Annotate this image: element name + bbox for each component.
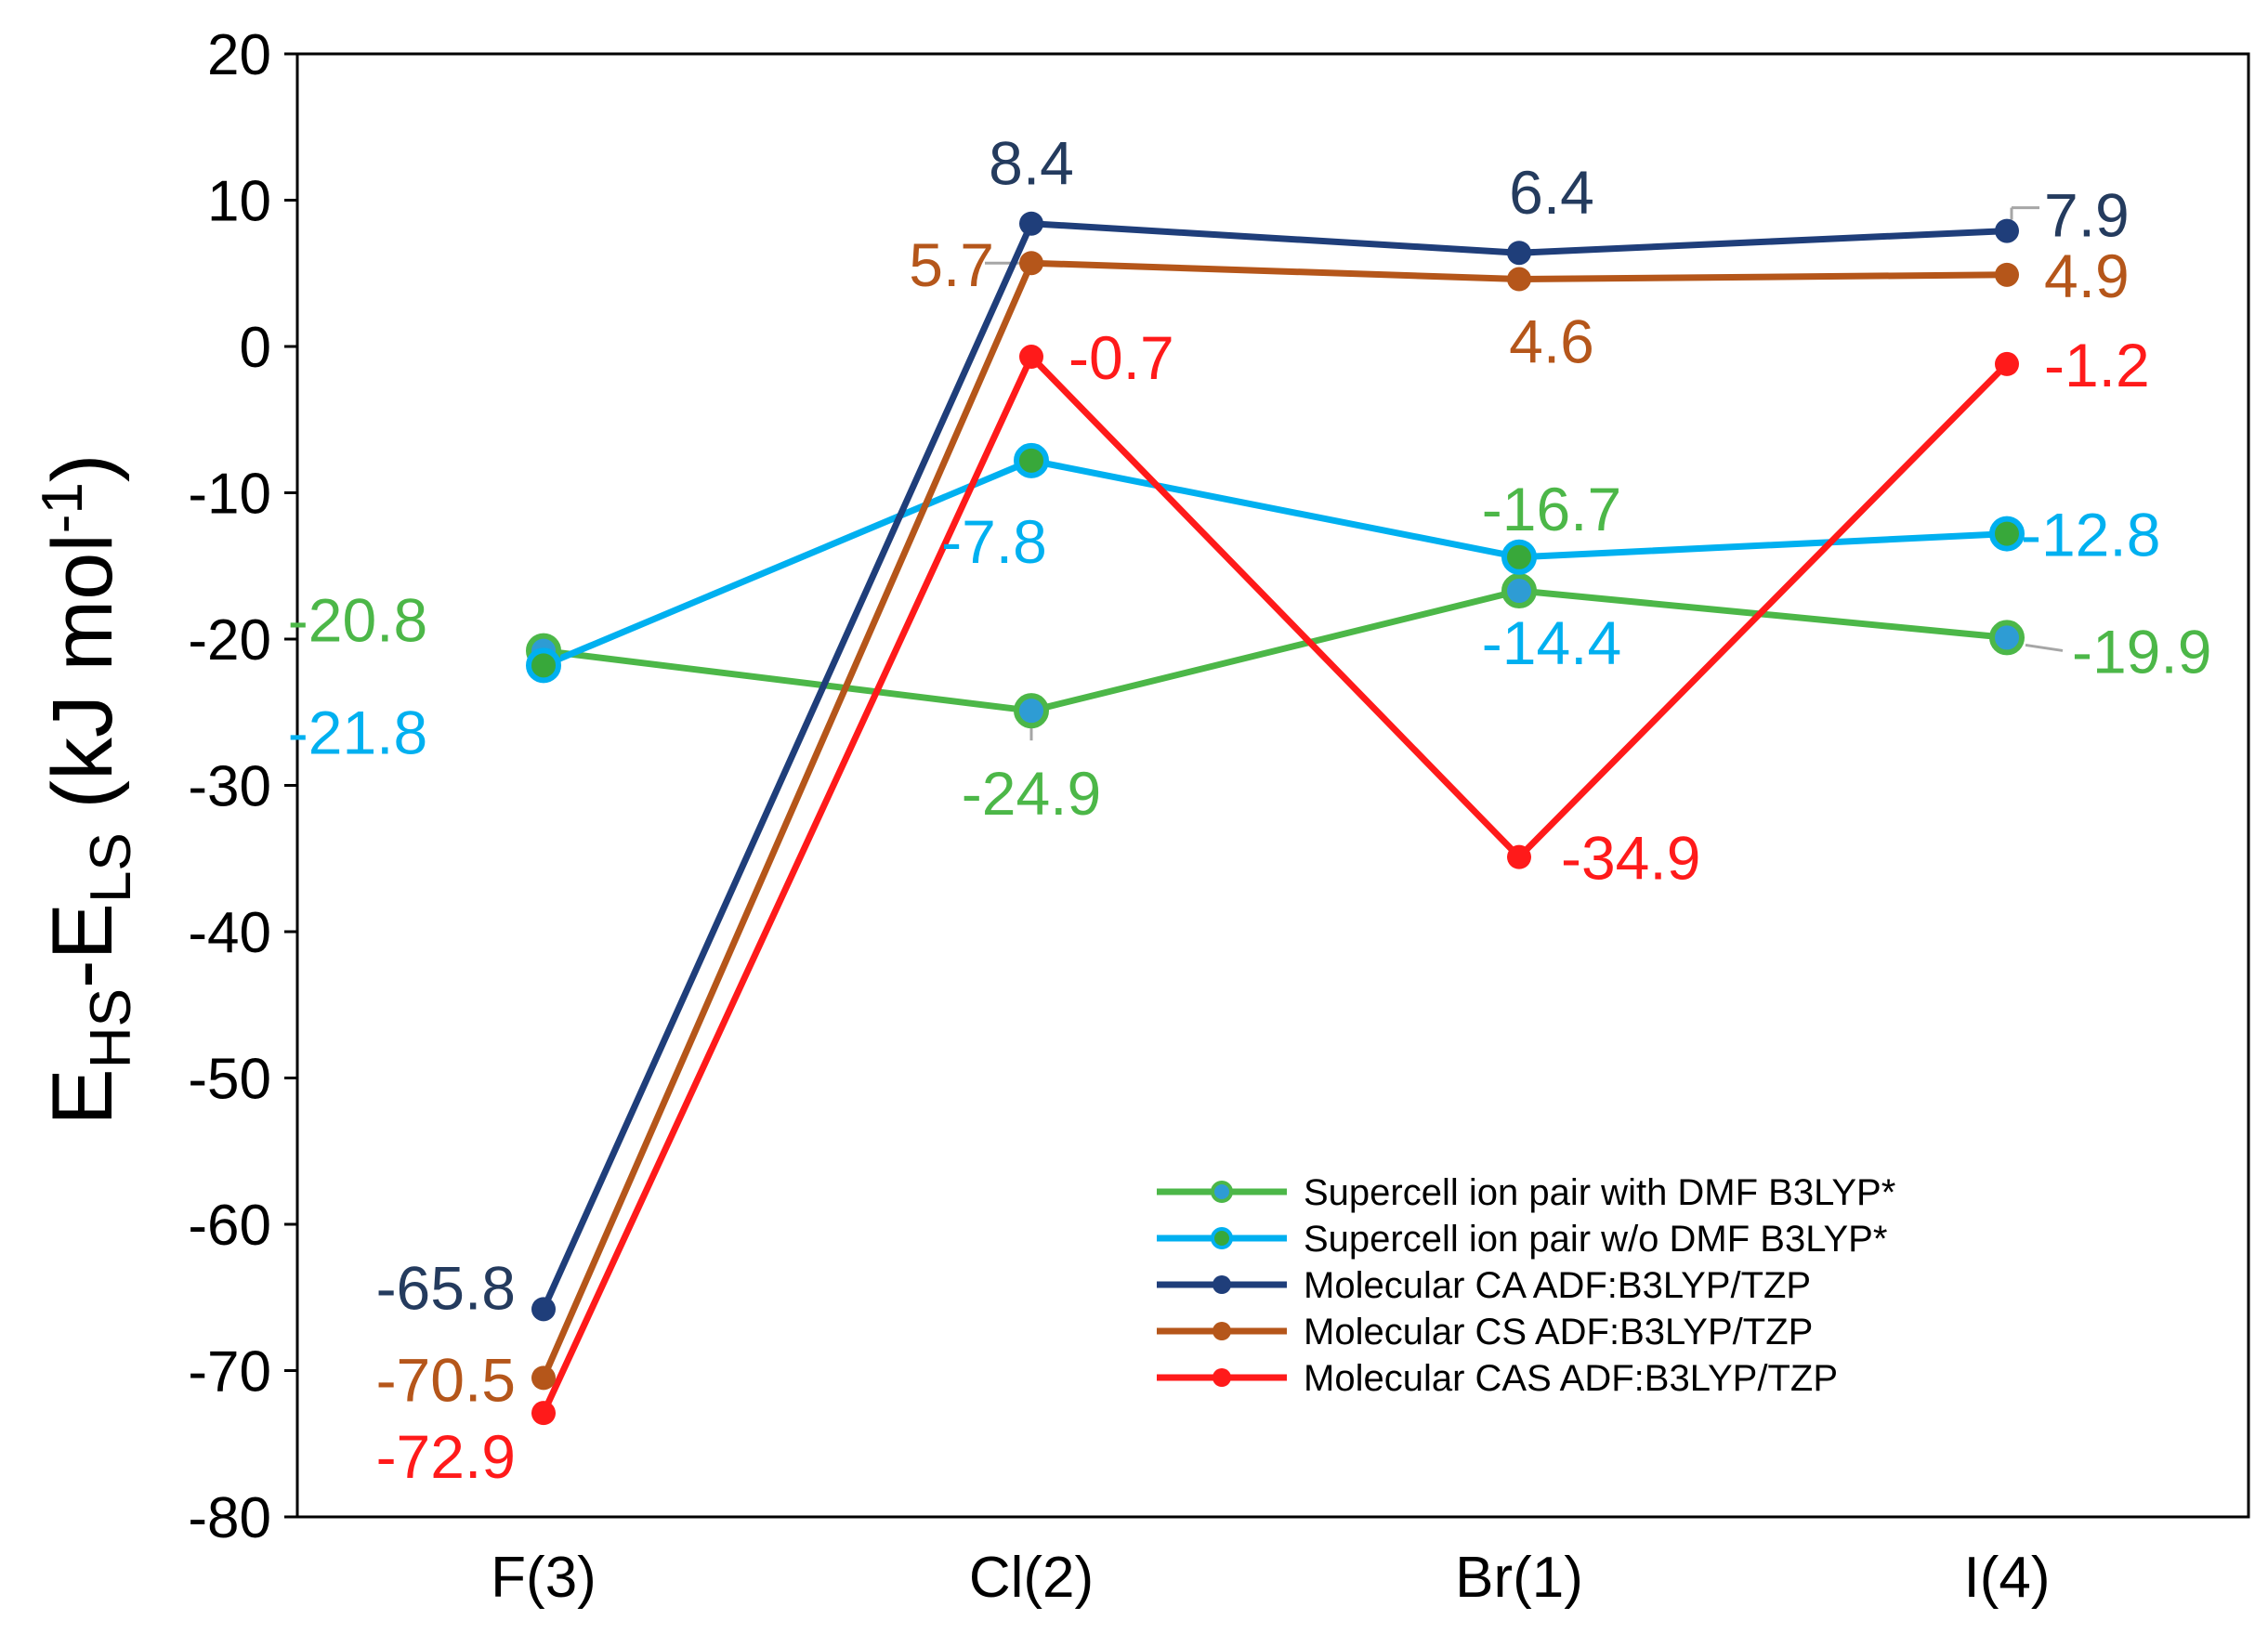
y-tick-label: -30: [188, 755, 271, 819]
data-label: -65.8: [376, 1253, 516, 1322]
series-group: [526, 211, 2025, 1426]
legend-swatch-marker: [1213, 1322, 1231, 1340]
legend-label: Molecular CA ADF:B3LYP/TZP: [1304, 1265, 1811, 1306]
legend-label: Supercell ion pair w/o DMF B3LYP*: [1304, 1219, 1887, 1260]
series-line: [540, 259, 2008, 1379]
data-label: -16.7: [1482, 475, 1621, 543]
data-label: -7.8: [941, 507, 1047, 576]
series-line: [540, 220, 2008, 1311]
y-tick-label: 0: [240, 316, 271, 380]
data-point: [1989, 516, 2025, 552]
legend-swatch-marker: [1213, 1368, 1231, 1387]
data-point: [1014, 442, 1049, 478]
y-axis-label: EHS-ELS (kJ mol-1): [31, 453, 143, 1125]
series-line: [540, 353, 2010, 1415]
data-label: -70.5: [376, 1345, 516, 1414]
data-point: [1995, 351, 2019, 376]
data-point: [1019, 251, 1043, 276]
data-point: [1995, 262, 2019, 287]
series-line: [542, 457, 2008, 669]
data-label: -12.8: [2021, 501, 2160, 569]
data-point: [1501, 539, 1537, 575]
data-point: [1989, 620, 2025, 656]
legend-label: Molecular CS ADF:B3LYP/TZP: [1304, 1312, 1813, 1352]
data-label: -14.4: [1482, 608, 1621, 677]
data-label: -0.7: [1068, 323, 1174, 392]
data-point: [1019, 211, 1043, 236]
data-label: -1.2: [2044, 331, 2150, 399]
legend-swatch-marker: [1213, 1275, 1231, 1294]
data-label: 8.4: [989, 129, 1074, 198]
legend-label: Molecular CAS ADF:B3LYP/TZP: [1304, 1358, 1838, 1399]
data-point: [1507, 241, 1531, 266]
x-category-label: I(4): [1964, 1546, 2051, 1610]
leader-line: [2025, 643, 2064, 652]
y-tick-label: -20: [188, 608, 271, 673]
legend: Supercell ion pair with DMF B3LYP* Superc…: [1157, 1172, 1895, 1399]
data-point: [531, 1297, 556, 1322]
legend-swatch-marker: [1211, 1181, 1233, 1203]
legend-swatch-marker: [1211, 1227, 1233, 1249]
y-tick-label: -10: [188, 463, 271, 527]
data-label: 7.9: [2044, 181, 2130, 250]
data-point: [1995, 218, 2019, 243]
data-point: [531, 1401, 556, 1426]
y-tick-label: -50: [188, 1048, 271, 1112]
data-label: -19.9: [2072, 617, 2211, 686]
data-point: [1507, 844, 1531, 869]
y-tick-label: 10: [207, 170, 271, 234]
label-leader-lines: [985, 206, 2064, 741]
y-tick-label: -60: [188, 1194, 271, 1258]
data-label: -24.9: [962, 759, 1101, 828]
y-tick-label: 20: [207, 23, 271, 87]
y-tick-label: -80: [188, 1486, 271, 1550]
data-label: -34.9: [1561, 824, 1700, 893]
data-label: -20.8: [288, 586, 427, 655]
data-label: 5.7: [909, 230, 994, 299]
data-label: -21.8: [288, 698, 427, 766]
y-tick-label: -40: [188, 901, 271, 965]
data-label-group: -20.8 -24.9 -16.7 -19.9 -21.8 -7.8 -14.4 -12.8 -…: [288, 129, 2212, 1491]
x-category-label: Cl(2): [969, 1546, 1094, 1610]
x-axis: F(3) Cl(2) Br(1) I(4): [491, 1546, 2050, 1610]
data-point: [531, 1365, 556, 1391]
data-point: [1014, 693, 1049, 729]
data-label: 4.6: [1509, 307, 1594, 376]
data-label: 6.4: [1509, 158, 1594, 227]
y-tick-label: -70: [188, 1340, 271, 1404]
data-point: [1507, 267, 1531, 292]
data-label: 4.9: [2044, 242, 2130, 310]
data-point: [526, 647, 561, 684]
legend-label: Supercell ion pair with DMF B3LYP*: [1304, 1172, 1895, 1213]
data-point: [1501, 573, 1537, 609]
y-axis: 20 10 0 -10 -20 -30 -40 -50 -60 -70 -80: [188, 23, 297, 1550]
x-category-label: F(3): [491, 1546, 596, 1610]
data-point: [1019, 345, 1043, 370]
data-label: -72.9: [376, 1422, 516, 1491]
x-category-label: Br(1): [1455, 1546, 1583, 1610]
